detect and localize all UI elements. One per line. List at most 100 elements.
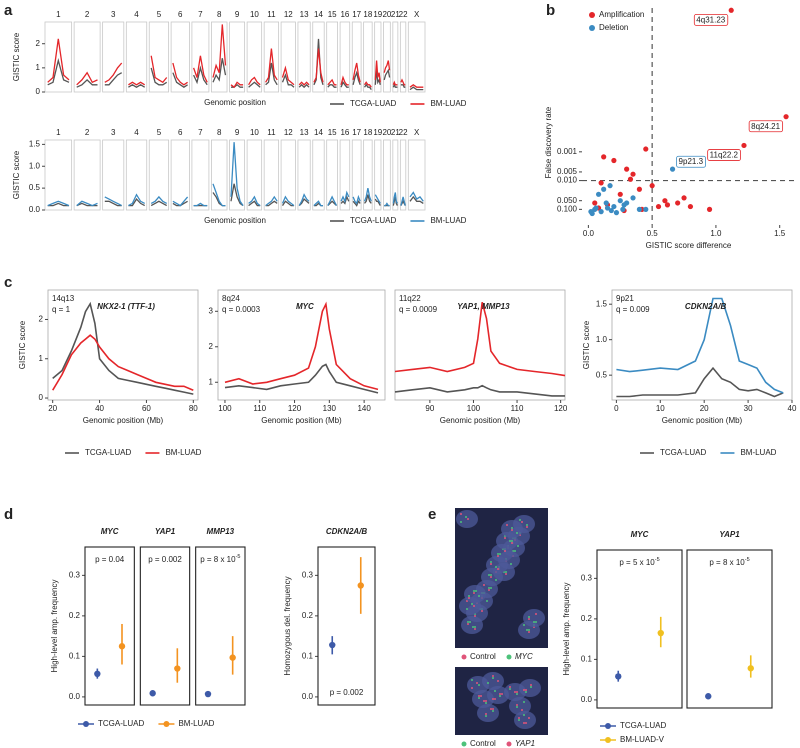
probe-signal	[494, 690, 496, 692]
facet-label: 11	[267, 10, 276, 19]
y-tick-label: 1	[36, 63, 41, 72]
line	[340, 195, 350, 205]
probe-signal	[518, 717, 520, 719]
probe-signal	[505, 571, 507, 573]
point	[592, 200, 598, 206]
facet-label: 4	[134, 10, 139, 19]
facet-panel	[392, 21, 399, 93]
probe-signal	[485, 713, 487, 715]
facet-panel	[351, 139, 362, 211]
line	[265, 200, 278, 207]
point	[630, 171, 636, 177]
point	[608, 207, 614, 214]
facet-label: 16	[340, 128, 349, 137]
probe-signal	[471, 603, 473, 605]
point	[687, 203, 694, 210]
point	[675, 200, 681, 206]
y-axis-label: Homozygous del. frequency	[283, 576, 292, 675]
probe-signal	[504, 537, 506, 539]
line	[128, 198, 146, 207]
probe-signal	[506, 524, 508, 526]
facet-label: 2	[85, 10, 90, 19]
legend-label: BM-LUAD	[178, 719, 214, 728]
x-tick-label: 100	[218, 404, 232, 413]
p-value: p = 0.04	[95, 555, 125, 564]
panel-letter: e	[428, 506, 436, 523]
facet-panel	[211, 139, 228, 211]
y-axis-label: High-level amp. frequency	[50, 580, 59, 673]
line	[409, 191, 424, 202]
facet-title: MYC	[631, 530, 649, 539]
point	[357, 582, 364, 589]
probe-signal	[485, 702, 487, 704]
facet-label: 6	[178, 128, 183, 137]
probe-signal	[481, 610, 483, 612]
x-tick-label: 110	[511, 404, 524, 413]
line	[313, 48, 324, 83]
legend-label: BM-LUAD	[165, 448, 201, 457]
probe-signal	[490, 587, 492, 589]
facet-label: 18	[363, 128, 372, 137]
line	[363, 83, 372, 90]
probe-signal	[490, 563, 492, 565]
point	[636, 186, 642, 192]
nucleus	[523, 609, 545, 627]
legend-label: Control	[470, 652, 496, 661]
legend-label: TCGA-LUAD	[98, 719, 144, 728]
panel-letter: d	[4, 506, 13, 523]
facet-label: 13	[300, 10, 309, 19]
line	[47, 202, 69, 207]
line	[172, 72, 188, 88]
x-tick-label: 30	[744, 404, 753, 413]
facet-panel	[44, 21, 73, 93]
line	[394, 301, 566, 377]
point-label-box	[748, 120, 784, 133]
legend-swatch	[163, 721, 170, 727]
x-axis-label: Genomic position (Mb)	[662, 416, 743, 425]
line	[327, 84, 337, 88]
gene-label: YAP1, MMP13	[457, 302, 510, 311]
facet-label: 16	[340, 10, 349, 19]
probe-signal	[475, 590, 477, 592]
point	[329, 641, 336, 649]
probe-signal	[504, 550, 506, 552]
legend-swatch	[506, 741, 512, 747]
point	[649, 183, 655, 189]
line	[340, 80, 349, 88]
facet-label: 14	[314, 128, 323, 137]
line	[281, 200, 294, 207]
y-axis-label: GISTIC score	[12, 150, 21, 199]
line	[224, 301, 379, 391]
probe-signal	[492, 708, 494, 710]
line	[248, 81, 261, 88]
line	[352, 200, 361, 207]
line	[327, 78, 337, 86]
probe-signal	[525, 689, 527, 691]
facet-label: 19	[373, 10, 382, 19]
facet-panel	[73, 21, 101, 93]
p-value-exponent: -5	[655, 557, 660, 563]
point	[604, 205, 611, 211]
facet-label: 5	[157, 10, 162, 19]
line	[281, 195, 295, 207]
x-tick-label: 1.5	[774, 229, 786, 238]
y-tick-label: 0.0	[29, 205, 41, 214]
facet-panel	[374, 139, 382, 211]
nucleus	[487, 686, 509, 704]
x-tick-label: 20	[48, 404, 57, 413]
facet-label: 3	[111, 10, 116, 19]
legend-swatch	[589, 25, 595, 31]
legend-label: BM-LUAD	[740, 448, 776, 457]
line	[128, 84, 146, 88]
point	[630, 195, 636, 201]
y-tick-label: 0.010	[557, 176, 578, 185]
point	[611, 157, 617, 164]
point	[681, 195, 687, 201]
facet-panel	[297, 21, 311, 93]
facet-panel	[170, 21, 190, 93]
point-label: 9p21.3	[679, 157, 704, 166]
facet-label: 21	[391, 10, 400, 19]
probe-signal	[488, 587, 490, 589]
facet-label: 19	[373, 128, 382, 137]
